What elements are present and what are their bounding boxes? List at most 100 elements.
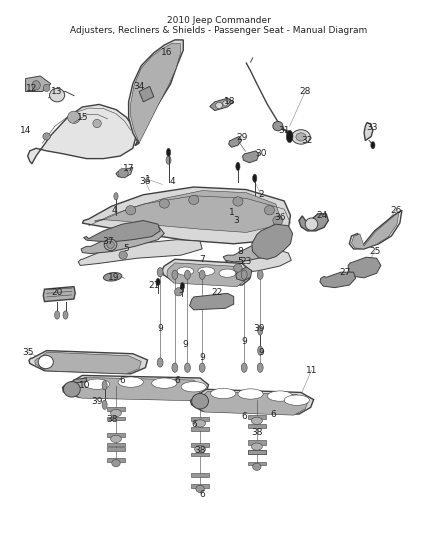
Ellipse shape	[177, 267, 194, 275]
Text: 38: 38	[194, 446, 206, 455]
Ellipse shape	[110, 435, 121, 442]
Ellipse shape	[126, 206, 136, 215]
Ellipse shape	[284, 395, 309, 405]
Text: 32: 32	[302, 136, 313, 145]
Text: 36: 36	[140, 177, 151, 187]
Polygon shape	[247, 415, 266, 419]
Polygon shape	[243, 151, 259, 163]
Polygon shape	[348, 257, 381, 278]
Ellipse shape	[371, 142, 375, 149]
Polygon shape	[82, 187, 290, 244]
Ellipse shape	[236, 162, 240, 171]
Ellipse shape	[159, 199, 170, 208]
Ellipse shape	[257, 363, 263, 373]
Ellipse shape	[49, 88, 65, 102]
Ellipse shape	[174, 288, 183, 296]
Polygon shape	[191, 484, 209, 488]
Polygon shape	[223, 239, 284, 262]
Ellipse shape	[192, 393, 208, 409]
Text: 6: 6	[199, 490, 205, 498]
Polygon shape	[229, 136, 242, 147]
Text: 11: 11	[306, 366, 317, 375]
Text: 10: 10	[79, 381, 90, 390]
Polygon shape	[63, 375, 208, 400]
Text: 6: 6	[241, 412, 247, 421]
Text: 13: 13	[51, 87, 63, 96]
Ellipse shape	[152, 378, 177, 389]
Polygon shape	[129, 40, 183, 146]
Ellipse shape	[273, 216, 283, 225]
Polygon shape	[351, 212, 399, 249]
Ellipse shape	[219, 269, 236, 277]
Text: 19: 19	[108, 273, 120, 282]
Polygon shape	[25, 76, 51, 92]
Text: 9: 9	[241, 337, 247, 346]
Polygon shape	[29, 351, 148, 374]
Polygon shape	[191, 389, 314, 414]
Text: 9: 9	[157, 325, 163, 334]
Polygon shape	[139, 86, 154, 102]
Ellipse shape	[172, 363, 178, 373]
Polygon shape	[68, 377, 201, 401]
Text: 37: 37	[102, 237, 113, 246]
Text: 6: 6	[174, 376, 180, 385]
Ellipse shape	[85, 379, 110, 389]
Text: 7: 7	[199, 255, 205, 264]
Text: 25: 25	[369, 247, 380, 256]
Text: 39: 39	[91, 397, 103, 406]
Text: 2: 2	[258, 190, 264, 199]
Text: 21: 21	[148, 280, 159, 289]
Ellipse shape	[199, 363, 205, 373]
Polygon shape	[116, 167, 133, 177]
Polygon shape	[190, 293, 234, 310]
Ellipse shape	[118, 168, 128, 177]
Text: 4: 4	[111, 206, 117, 215]
Polygon shape	[247, 450, 266, 454]
Polygon shape	[107, 417, 125, 421]
Ellipse shape	[55, 311, 60, 319]
Ellipse shape	[196, 486, 204, 492]
Polygon shape	[162, 259, 251, 285]
Ellipse shape	[102, 400, 107, 409]
Text: 9: 9	[183, 340, 188, 349]
Text: 35: 35	[22, 348, 33, 357]
Polygon shape	[43, 287, 75, 302]
Ellipse shape	[233, 197, 243, 206]
Polygon shape	[299, 214, 328, 231]
Ellipse shape	[253, 463, 261, 471]
Text: 39: 39	[253, 325, 265, 334]
Ellipse shape	[251, 443, 262, 450]
Text: 28: 28	[300, 87, 311, 96]
Ellipse shape	[305, 218, 318, 230]
Ellipse shape	[181, 382, 206, 392]
Ellipse shape	[103, 272, 122, 281]
Text: 34: 34	[134, 82, 145, 91]
Text: 26: 26	[390, 206, 401, 215]
Text: 5: 5	[178, 286, 184, 295]
Text: 14: 14	[20, 126, 31, 135]
Text: 31: 31	[279, 126, 290, 135]
Text: 38: 38	[251, 427, 263, 437]
Ellipse shape	[67, 111, 80, 124]
Ellipse shape	[104, 239, 117, 251]
Text: 16: 16	[161, 49, 172, 57]
Ellipse shape	[189, 195, 199, 205]
Ellipse shape	[267, 391, 293, 401]
Polygon shape	[95, 191, 280, 232]
Ellipse shape	[258, 346, 263, 356]
Text: 5: 5	[237, 257, 243, 266]
Ellipse shape	[234, 264, 242, 272]
Polygon shape	[350, 210, 402, 249]
Polygon shape	[247, 462, 266, 465]
Text: 22: 22	[211, 288, 223, 297]
Text: 2010 Jeep Commander
Adjusters, Recliners & Shields - Passenger Seat - Manual Dia: 2010 Jeep Commander Adjusters, Recliners…	[71, 16, 367, 35]
Polygon shape	[107, 458, 125, 462]
Ellipse shape	[180, 282, 184, 290]
Polygon shape	[84, 221, 160, 241]
Ellipse shape	[107, 241, 114, 248]
Text: 15: 15	[77, 113, 88, 122]
Ellipse shape	[172, 270, 178, 279]
Text: 30: 30	[255, 149, 267, 158]
Ellipse shape	[63, 311, 68, 319]
Ellipse shape	[296, 133, 306, 141]
